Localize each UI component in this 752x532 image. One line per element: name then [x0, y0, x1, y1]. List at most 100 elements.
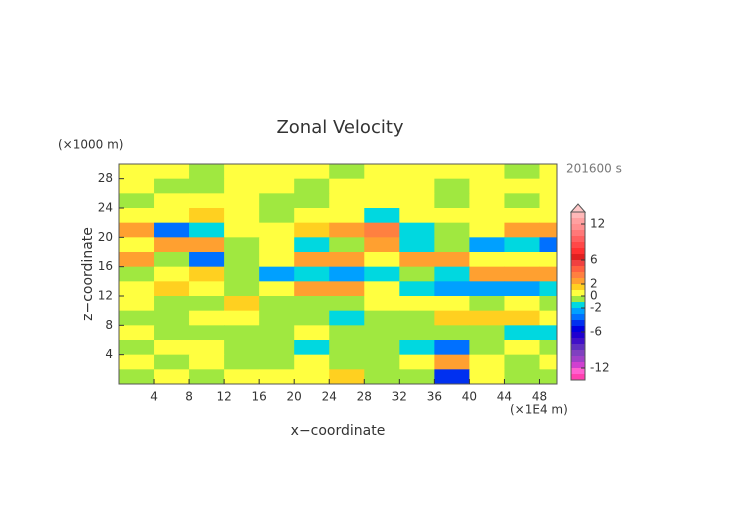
- cell: [539, 222, 558, 238]
- cell: [469, 252, 505, 268]
- colorbar-band: [571, 374, 585, 380]
- x-tick-label: 4: [150, 390, 158, 404]
- cell: [469, 296, 505, 312]
- cell: [259, 310, 295, 326]
- cell: [294, 310, 330, 326]
- cell: [259, 354, 295, 370]
- x-axis-title: x−coordinate: [291, 423, 386, 439]
- colorbar-band: [571, 278, 585, 284]
- cell: [504, 296, 540, 312]
- cell: [539, 340, 558, 356]
- cell: [294, 252, 330, 268]
- cell: [469, 178, 505, 194]
- cell: [224, 266, 260, 282]
- colorbar-tick-label: 2: [590, 277, 598, 291]
- cell: [329, 340, 365, 356]
- cell: [294, 296, 330, 312]
- colorbar-band: [571, 224, 585, 230]
- cell: [259, 325, 295, 341]
- cell: [224, 193, 260, 209]
- colorbar-band: [571, 314, 585, 320]
- x-tick-label: 16: [252, 390, 267, 404]
- cell: [364, 340, 400, 356]
- cell: [154, 325, 190, 341]
- cell: [399, 354, 435, 370]
- cell: [539, 193, 558, 209]
- cell: [504, 325, 540, 341]
- cell: [294, 178, 330, 194]
- y-unit: (×1000 m): [58, 138, 123, 152]
- cell: [469, 325, 505, 341]
- cell: [364, 252, 400, 268]
- cell: [539, 252, 558, 268]
- y-tick-label: 24: [98, 201, 113, 215]
- cell: [329, 296, 365, 312]
- cell: [539, 325, 558, 341]
- cell: [434, 178, 470, 194]
- cell: [154, 222, 190, 238]
- cell: [224, 340, 260, 356]
- x-tick-label: 36: [427, 390, 442, 404]
- x-tick-label: 24: [322, 390, 337, 404]
- cell: [119, 266, 155, 282]
- cell: [399, 164, 435, 180]
- cell: [329, 164, 365, 180]
- cell: [434, 266, 470, 282]
- cell: [469, 266, 505, 282]
- cell: [259, 340, 295, 356]
- cell: [364, 193, 400, 209]
- cell: [434, 296, 470, 312]
- cell: [329, 281, 365, 297]
- cell: [504, 164, 540, 180]
- cell: [224, 164, 260, 180]
- cell: [189, 193, 225, 209]
- cell: [364, 164, 400, 180]
- cell: [364, 237, 400, 253]
- cell: [364, 310, 400, 326]
- cell: [154, 237, 190, 253]
- cell: [504, 237, 540, 253]
- colorbar-tick-label: -2: [590, 301, 602, 315]
- x-tick-label: 32: [392, 390, 407, 404]
- cell: [364, 178, 400, 194]
- cell: [154, 354, 190, 370]
- colorbar-band: [571, 332, 585, 338]
- cell: [189, 281, 225, 297]
- cell: [434, 281, 470, 297]
- cell: [364, 281, 400, 297]
- cell: [224, 178, 260, 194]
- cell: [294, 208, 330, 224]
- cell: [399, 325, 435, 341]
- cell: [119, 222, 155, 238]
- cell: [259, 178, 295, 194]
- cell: [329, 252, 365, 268]
- cell: [469, 354, 505, 370]
- cell: [434, 237, 470, 253]
- cell: [154, 340, 190, 356]
- cell: [329, 354, 365, 370]
- colorbar-band: [571, 242, 585, 248]
- x-tick-label: 12: [216, 390, 231, 404]
- cell: [504, 208, 540, 224]
- cell: [504, 281, 540, 297]
- cell: [259, 208, 295, 224]
- colorbar-tick-label: -12: [590, 361, 610, 375]
- cell: [469, 310, 505, 326]
- cell: [329, 222, 365, 238]
- cell: [434, 208, 470, 224]
- cell: [119, 354, 155, 370]
- cell: [329, 310, 365, 326]
- cell: [224, 325, 260, 341]
- cell: [434, 193, 470, 209]
- cell: [504, 369, 540, 385]
- cell: [294, 369, 330, 385]
- y-tick-label: 8: [105, 318, 113, 332]
- cell: [504, 193, 540, 209]
- colorbar-band: [571, 218, 585, 224]
- cell: [224, 237, 260, 253]
- cell: [259, 237, 295, 253]
- cell: [154, 310, 190, 326]
- cell: [294, 266, 330, 282]
- cell: [329, 325, 365, 341]
